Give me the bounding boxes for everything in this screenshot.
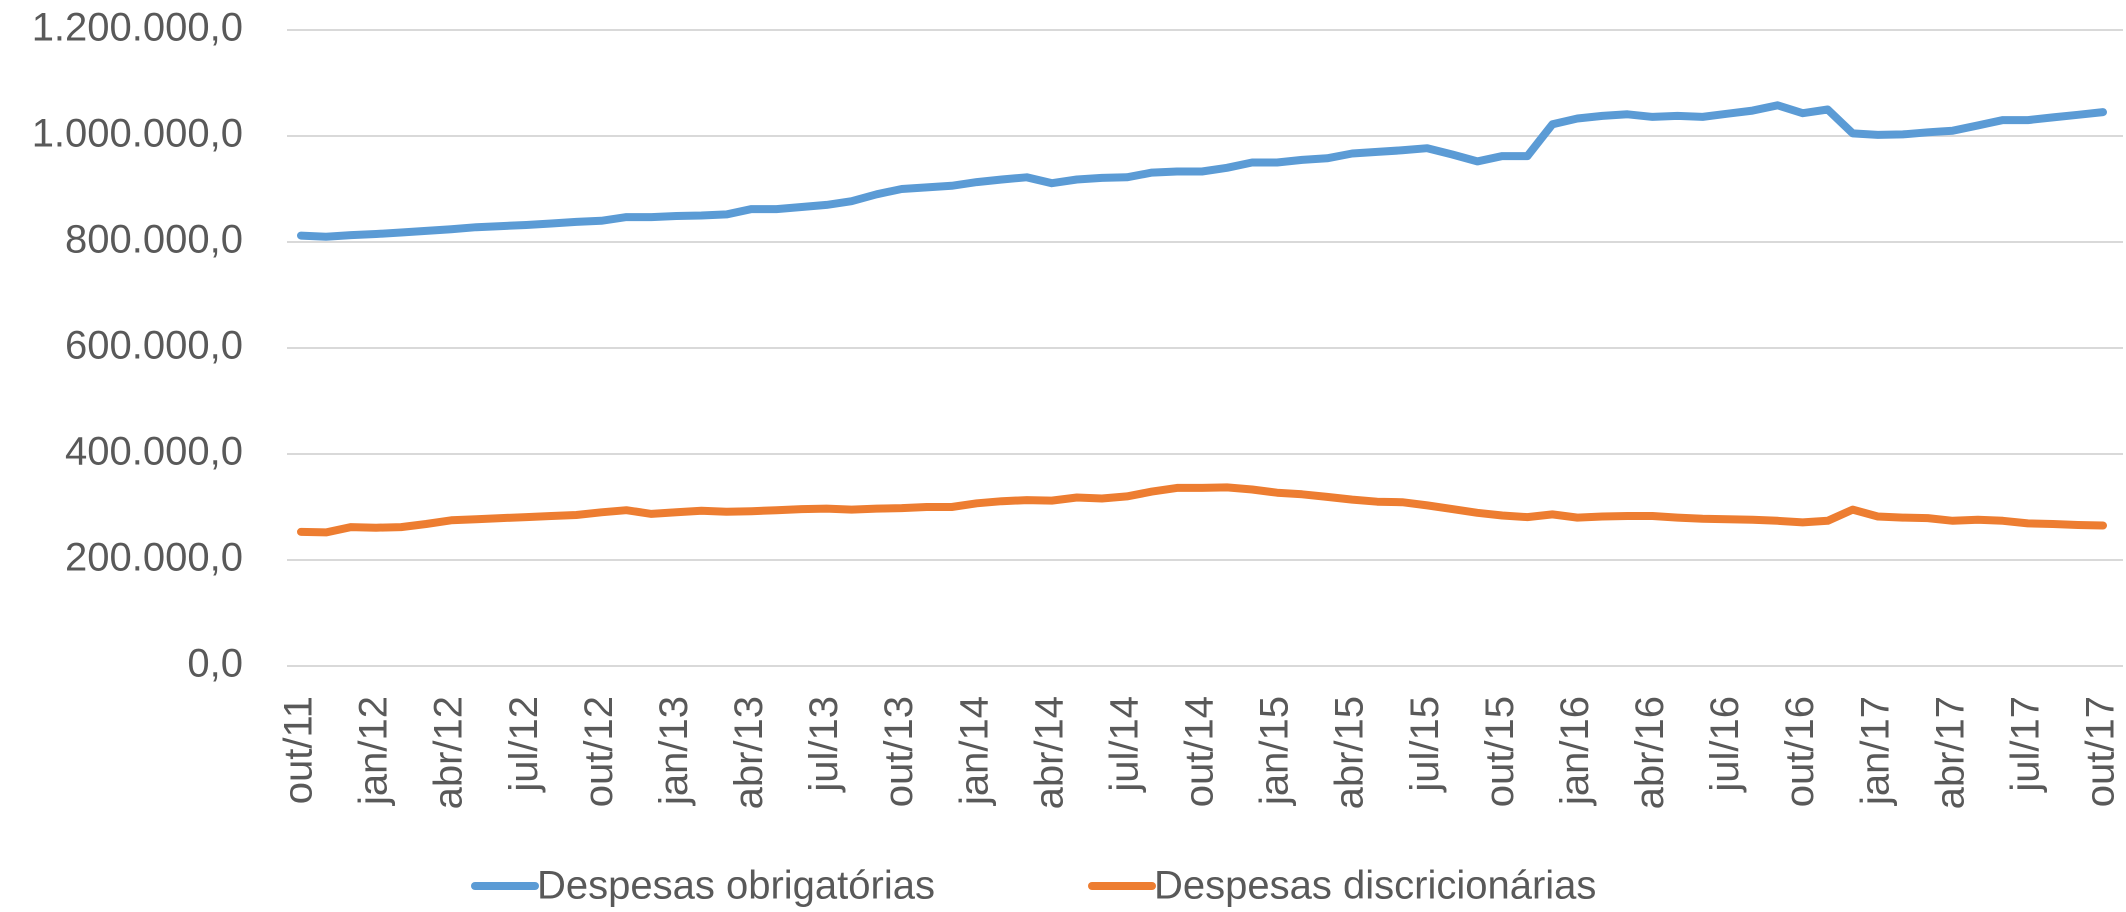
x-tick-label: jul/12 — [502, 696, 546, 793]
x-tick-label: abr/15 — [1328, 696, 1372, 809]
x-tick-label: jan/14 — [952, 696, 996, 806]
x-tick-label: abr/17 — [1928, 696, 1972, 809]
data-line — [297, 101, 2107, 241]
x-tick-label: jan/12 — [352, 696, 396, 806]
x-tick-label: jan/17 — [1853, 696, 1897, 806]
y-tick-label: 600.000,0 — [65, 324, 243, 368]
x-tick-label: abr/16 — [1628, 696, 1672, 809]
y-tick-label: 1.200.000,0 — [32, 6, 243, 50]
legend-label: Despesas discricionárias — [1154, 864, 1596, 908]
x-tick-label: out/12 — [577, 696, 621, 807]
x-tick-label: jul/14 — [1102, 696, 1146, 793]
legend-label: Despesas obrigatórias — [537, 864, 935, 908]
x-tick-label: jul/16 — [1703, 696, 1747, 793]
x-tick-label: jan/15 — [1253, 696, 1297, 806]
y-tick-label: 1.000.000,0 — [32, 112, 243, 156]
y-tick-label: 400.000,0 — [65, 430, 243, 474]
x-tick-label: jul/17 — [2003, 696, 2047, 793]
x-tick-label: jan/13 — [652, 696, 696, 806]
y-tick-label: 0,0 — [187, 642, 243, 686]
x-tick-label: out/13 — [877, 696, 921, 807]
y-tick-label: 800.000,0 — [65, 218, 243, 262]
x-tick-label: out/14 — [1178, 696, 1222, 807]
data-line — [297, 483, 2107, 537]
x-tick-label: abr/12 — [427, 696, 471, 809]
x-tick-label: abr/14 — [1027, 696, 1071, 809]
x-tick-label: abr/13 — [727, 696, 771, 809]
x-tick-label: out/15 — [1478, 696, 1522, 807]
y-tick-label: 200.000,0 — [65, 536, 243, 580]
x-tick-label: jul/13 — [802, 696, 846, 793]
x-tick-label: jul/15 — [1403, 696, 1447, 793]
x-tick-label: jan/16 — [1553, 696, 1597, 806]
x-tick-label: out/17 — [2079, 696, 2123, 807]
x-tick-label: out/11 — [277, 696, 321, 804]
x-tick-label: out/16 — [1778, 696, 1822, 807]
